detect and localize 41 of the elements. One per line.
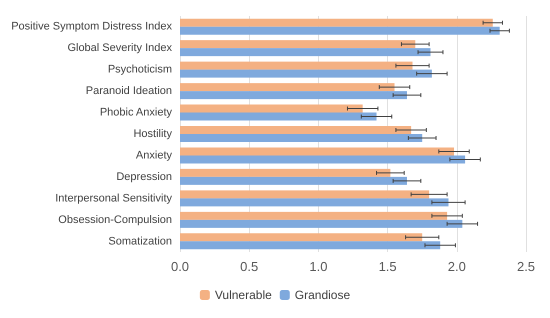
bar [180, 233, 422, 242]
bar [180, 241, 440, 250]
y-tick-label: Depression [116, 170, 172, 183]
y-tick-label: Positive Symptom Distress Index [11, 20, 172, 33]
x-tick-label: 0.5 [240, 259, 258, 274]
y-tick-label: Interpersonal Sensitivity [55, 192, 172, 204]
bar [180, 147, 454, 156]
bar [180, 126, 412, 134]
bar [180, 62, 413, 70]
x-tick-label: 1.5 [378, 259, 397, 274]
y-tick-label: Psychoticism [108, 64, 172, 76]
y-tick-label: Hostility [133, 128, 172, 140]
legend-label: Vulnerable [214, 288, 272, 302]
y-tick-label: Global Severity Index [67, 42, 172, 54]
bar [180, 134, 422, 142]
bar [180, 18, 493, 27]
bar [180, 176, 407, 185]
bar [180, 112, 377, 121]
bar [180, 198, 448, 206]
x-tick-label: 0.0 [170, 259, 190, 274]
bar [180, 26, 500, 35]
bar [180, 70, 432, 78]
legend-label: Grandiose [294, 288, 350, 302]
bar [180, 83, 395, 92]
bar [180, 168, 390, 177]
bar [180, 104, 363, 113]
bar [180, 220, 462, 228]
y-tick-label: Somatization [108, 235, 172, 248]
bar [180, 40, 416, 48]
bar [180, 190, 430, 198]
x-tick-label: 2.5 [516, 259, 536, 274]
y-tick-label: Phobic Anxiety [100, 106, 172, 119]
x-tick-label: 2.0 [448, 259, 466, 274]
y-tick-label: Paranoid Ideation [86, 85, 172, 98]
y-tick-label: Anxiety [136, 149, 172, 162]
bar [180, 212, 448, 220]
x-tick-label: 1.0 [309, 259, 328, 274]
bar [180, 155, 466, 164]
y-tick-label: Obsession-Compulsion [58, 214, 172, 226]
bar [180, 48, 431, 56]
bar [180, 91, 407, 100]
